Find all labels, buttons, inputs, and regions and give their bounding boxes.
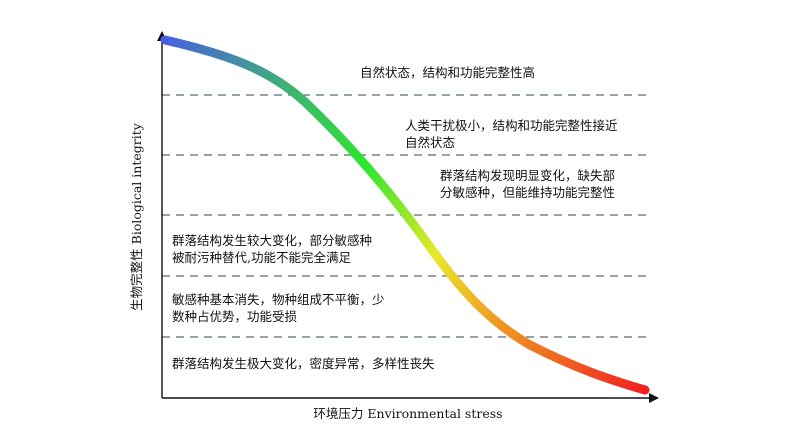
x-axis-label: 环境压力 Environmental stress [313,406,502,421]
zone-3-text: 群落结构发现明显变化，缺失部 分敏感种，但能维持功能完整性 [440,168,619,200]
zone-2-line-2: 自然状态 [405,135,455,150]
zone-4-line-1: 群落结构发生较大变化，部分敏感种 [172,233,372,248]
zone-3-line-2: 分敏感种，但能维持功能完整性 [440,185,615,200]
zone-2-text: 人类干扰极小，结构和功能完整性接近 自然状态 [405,118,622,150]
zone-6-line-1: 群落结构发生极大变化，密度异常，多样性丧失 [172,356,435,371]
zone-6-text: 群落结构发生极大变化，密度异常，多样性丧失 [172,356,435,371]
zone-5-line-1: 敏感种基本消失，物种组成不平衡，少 [172,292,385,307]
zone-5-text: 敏感种基本消失，物种组成不平衡，少 数种占优势，功能受损 [172,292,389,324]
zone-5-line-2: 数种占优势，功能受损 [172,309,298,324]
zone-3-line-1: 群落结构发现明显变化，缺失部 [440,168,615,183]
zone-2-line-1: 人类干扰极小，结构和功能完整性接近 [405,118,618,133]
zone-4-text: 群落结构发生较大变化，部分敏感种 被耐污种替代,功能不能完全满足 [172,233,376,265]
zone-1-line-1: 自然状态，结构和功能完整性高 [360,65,535,80]
y-axis-label: 生物完整性 Biological integrity [129,122,144,311]
integrity-curve [160,35,650,395]
zone-4-line-2: 被耐污种替代,功能不能完全满足 [172,250,351,265]
zone-1-text: 自然状态，结构和功能完整性高 [360,65,535,80]
